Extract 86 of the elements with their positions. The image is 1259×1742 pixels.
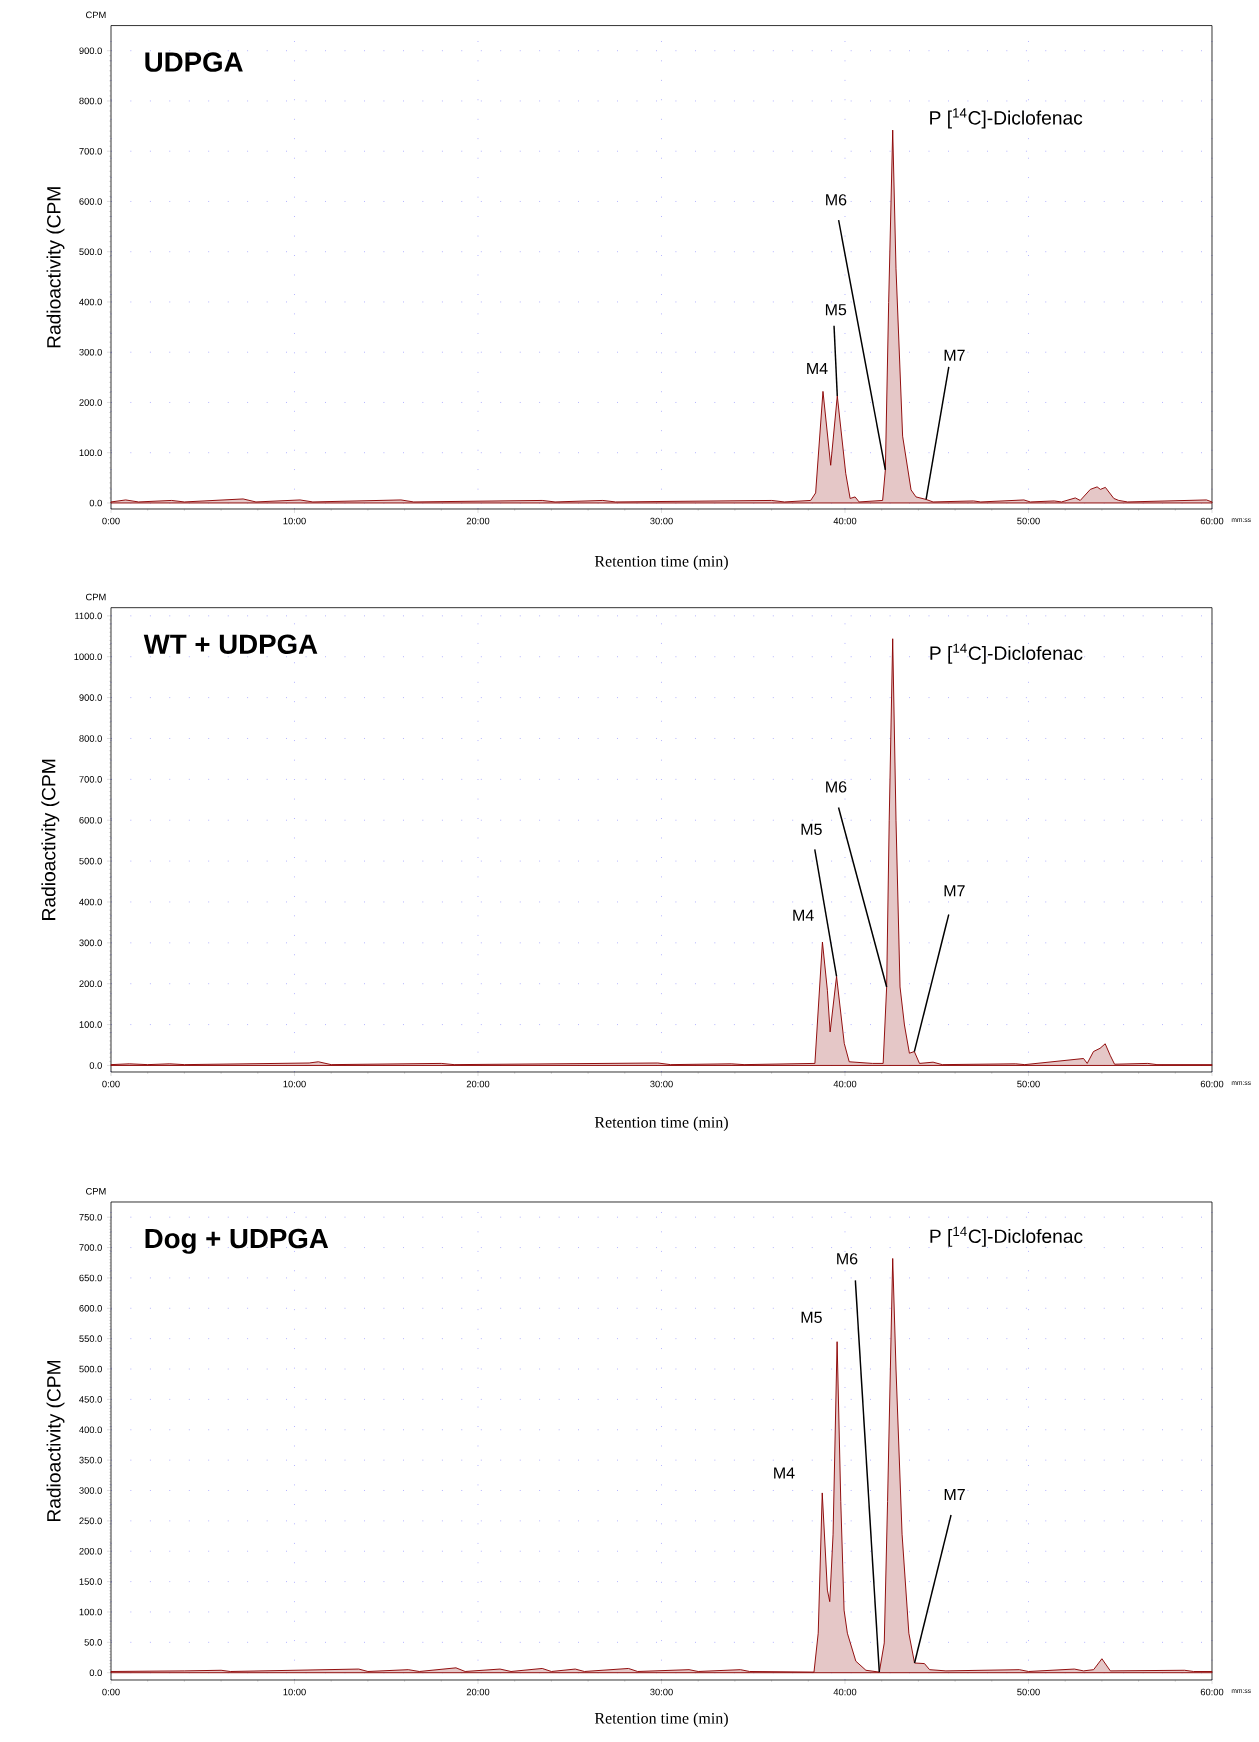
annotation: M4	[774, 1467, 795, 1479]
y-tick-label: 600.0	[79, 198, 102, 205]
annotation: M6	[826, 781, 847, 793]
y-tick-label: 500.0	[79, 857, 102, 865]
x-tick-label: 30:00	[650, 1080, 673, 1088]
y-tick-label: 450.0	[79, 1396, 102, 1403]
annotation: M7	[944, 349, 965, 361]
y-tick-label: 400.0	[79, 298, 102, 306]
y-tick-label: 500.0	[79, 248, 102, 255]
annotation: M4	[793, 909, 814, 921]
y-tick-label: 250.0	[79, 1517, 102, 1525]
y-axis-title: Radioactivity (CPM	[46, 1361, 65, 1522]
y-tick-label: 700.0	[79, 147, 102, 155]
annotation: P [$^{14}$C]-Diclofenac	[930, 1226, 1083, 1247]
y-tick-label: 750.0	[79, 1213, 102, 1221]
x-tick-label: 40:00	[833, 517, 857, 525]
y-tick-label: 0.0	[89, 1669, 102, 1676]
text: UDPGA	[145, 52, 243, 72]
text: CPM	[86, 11, 106, 19]
text: Dog + UDPGA	[145, 1228, 329, 1254]
y-tick-label: 600.0	[79, 1305, 102, 1312]
annotation: M5	[801, 823, 822, 836]
x-tick-label: 10:00	[283, 517, 306, 525]
x-tick-label: 20:00	[466, 1080, 490, 1088]
y-tick-label: 300.0	[79, 348, 102, 356]
x-tick-label: 30:00	[650, 517, 673, 525]
x-tick-label: 20:00	[466, 1688, 490, 1696]
y-tick-label: 50.0	[84, 1639, 102, 1646]
y-tick-label: 200.0	[79, 399, 102, 406]
y-tick-label: 550.0	[79, 1335, 102, 1342]
y-axis-title: Radioactivity (CPM	[41, 759, 60, 920]
x-tick-label: 0:00	[102, 1080, 120, 1088]
x-tick-label: 60:00	[1200, 1688, 1224, 1696]
x-axis-title: Retention time (min)	[594, 1712, 728, 1727]
y-tick-label: 100.0	[79, 449, 102, 457]
x-axis-title: Retention time (min)	[594, 555, 728, 570]
y-tick-label: 0.0	[89, 1062, 102, 1069]
y-tick-label: 700.0	[79, 776, 102, 783]
text: WT + UDPGA	[143, 634, 318, 654]
y-tick-label: 900.0	[79, 694, 102, 701]
y-tick-label: 1000.0	[74, 653, 102, 661]
annotation: M7	[944, 1488, 965, 1500]
x-tick-label: 50:00	[1017, 1080, 1040, 1088]
x-tick-label: 40:00	[833, 1080, 857, 1088]
annotation: M5	[801, 1311, 822, 1323]
x-tick-label: 10:00	[283, 1688, 306, 1696]
y-tick-label: 500.0	[79, 1365, 102, 1373]
y-tick-label: 0.0	[89, 499, 102, 507]
annotation: P [$^{14}$C]-Diclofenac	[930, 108, 1083, 129]
y-tick-label: 100.0	[79, 1021, 102, 1028]
x-tick-label: 60:00	[1200, 1080, 1224, 1088]
y-tick-label: 100.0	[79, 1608, 102, 1616]
y-tick-label: 350.0	[79, 1456, 102, 1464]
text: CPM	[86, 1188, 106, 1195]
x-tick-label: 30:00	[650, 1688, 673, 1696]
text: CPM	[86, 593, 106, 601]
y-tick-label: 700.0	[79, 1244, 102, 1251]
annotation: M7	[944, 885, 965, 897]
x-tick-label: 20:00	[466, 517, 490, 525]
x-tick-label: 50:00	[1017, 1688, 1040, 1696]
annotation: M4	[807, 362, 828, 374]
y-tick-label: 300.0	[79, 1487, 102, 1494]
x-tick-label: 0:00	[102, 517, 120, 525]
y-tick-label: 150.0	[79, 1578, 102, 1585]
x-tick-label: 0:00	[102, 1688, 120, 1696]
annotation: M5	[825, 304, 847, 316]
x-tick-label: 50:00	[1017, 517, 1040, 525]
x-tick-label: 10:00	[283, 1080, 306, 1088]
y-tick-label: 800.0	[79, 97, 102, 105]
y-tick-label: 900.0	[79, 47, 102, 54]
y-tick-label: 200.0	[79, 1547, 102, 1555]
y-tick-label: 400.0	[79, 898, 102, 906]
y-tick-label: 1100.0	[75, 612, 102, 620]
annotation: P [$^{14}$C]-Diclofenac	[930, 643, 1083, 664]
x-axis-title: Retention time (min)	[594, 1116, 728, 1131]
y-tick-label: 300.0	[79, 939, 102, 947]
y-axis-title: Radioactivity (CPM	[46, 187, 65, 348]
y-tick-label: 400.0	[79, 1426, 102, 1434]
annotation: M6	[837, 1253, 858, 1265]
y-tick-label: 600.0	[79, 816, 102, 824]
x-tick-label: 60:00	[1200, 517, 1224, 525]
x-tick-label: 40:00	[833, 1688, 857, 1696]
y-tick-label: 200.0	[79, 980, 102, 987]
y-tick-label: 800.0	[79, 735, 102, 742]
annotation: M6	[826, 194, 847, 206]
y-tick-label: 650.0	[79, 1274, 102, 1282]
